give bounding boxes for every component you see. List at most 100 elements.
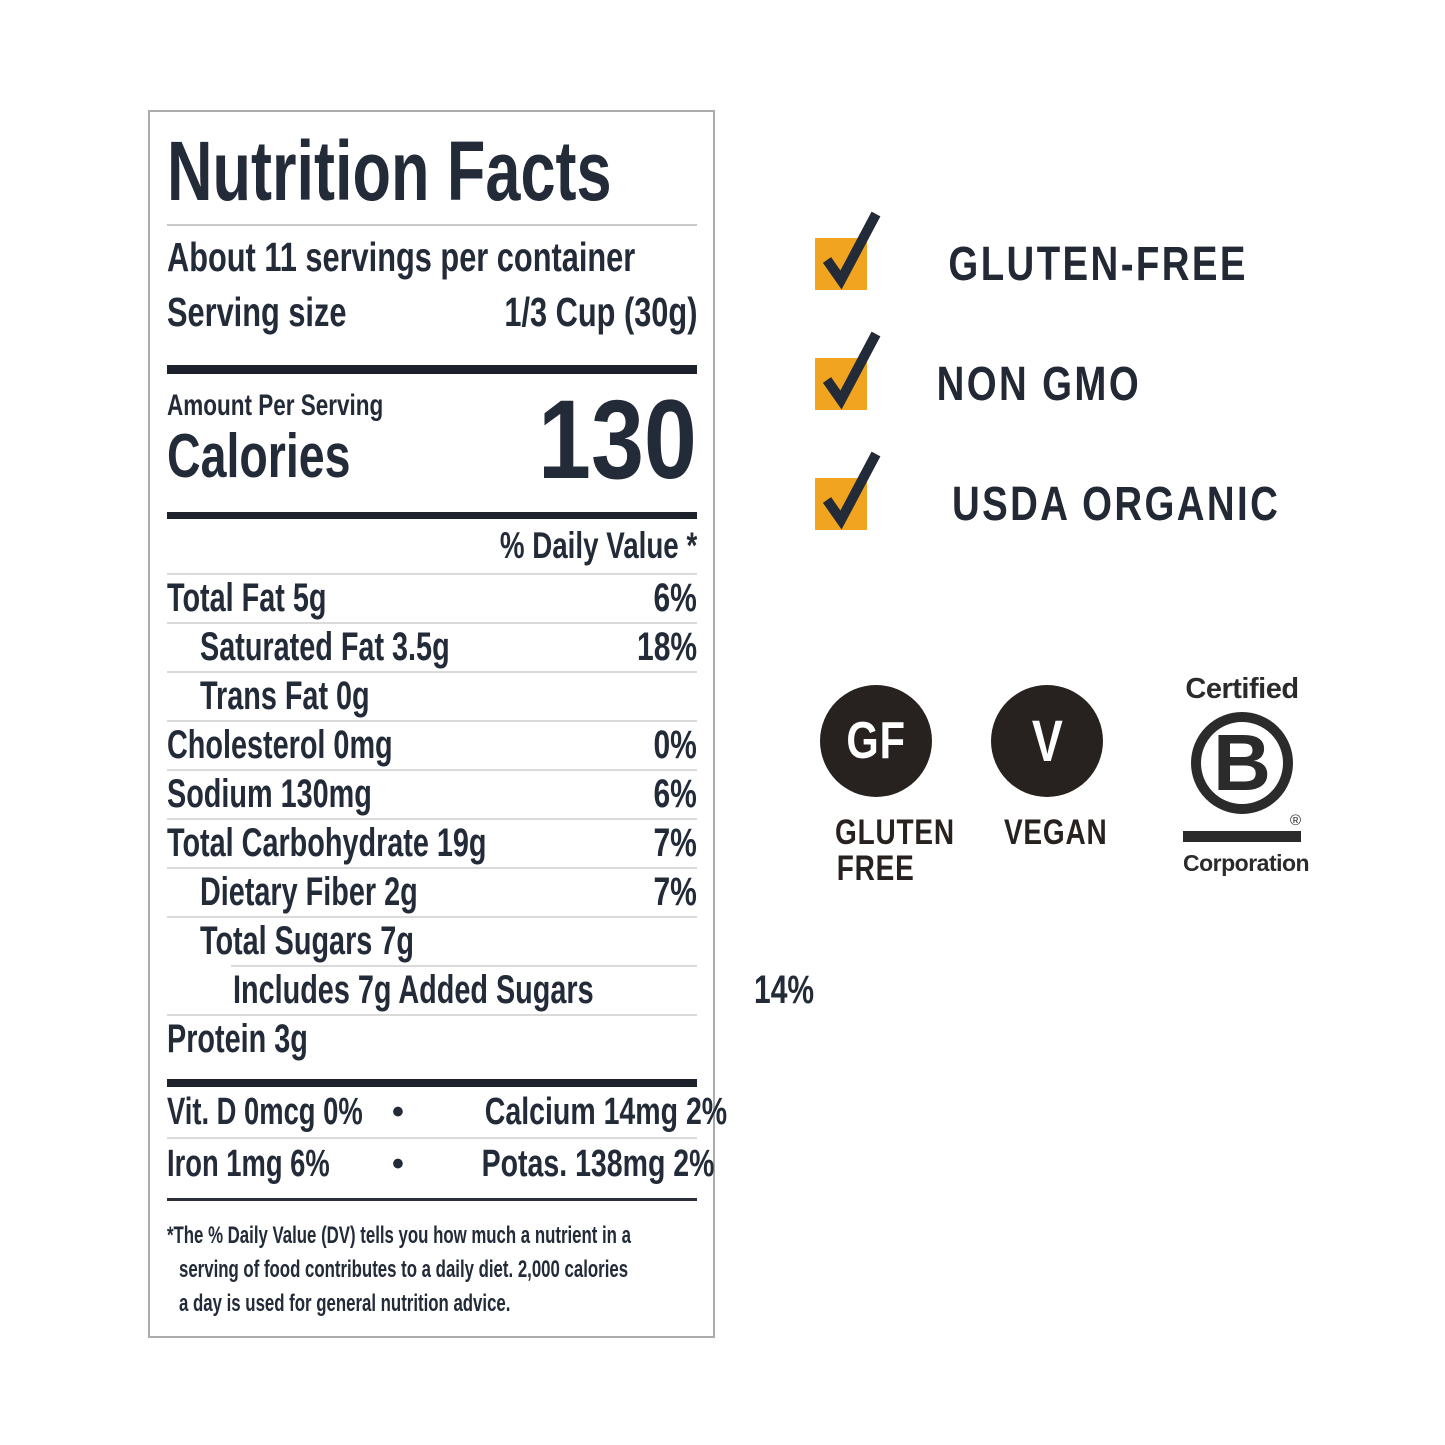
calories-label-text: Calories (167, 422, 351, 491)
caption-line: VEGAN (1003, 813, 1108, 852)
nutrient-row-total-carbohydrate: Total Carbohydrate 19g 7% (167, 820, 697, 867)
claim-usda-organic: USDA ORGANIC (815, 451, 1321, 531)
nutrient-row-added-sugars: Includes 7g Added Sugars 14% (167, 967, 814, 1014)
micro-right: Calcium 14mg 2% (404, 1091, 727, 1134)
nutrient-label: Total Carbohydrate 19g (167, 821, 487, 865)
bcorp-corporation-text: Corporation (1183, 850, 1310, 876)
daily-value-footnote: *The % Daily Value (DV) tells you how mu… (167, 1219, 697, 1321)
nutrient-percent: 6% (653, 772, 697, 816)
separator (167, 867, 697, 869)
micronutrient-row-1: Vit. D 0mcg 0% • Calcium 14mg 2% (167, 1087, 727, 1137)
footnote-line: a day is used for general nutrition advi… (167, 1287, 697, 1321)
nutrient-label: Dietary Fiber 2g (200, 870, 418, 914)
separator (167, 818, 697, 820)
serving-size-row: Serving size 1/3 Cup (30g) (167, 286, 697, 338)
footnote-text: serving of food contributes to a daily d… (179, 1256, 629, 1283)
calories-value: 130 (510, 377, 697, 502)
vegan-badge: V VEGAN (991, 685, 1107, 851)
nutrient-row-sodium: Sodium 130mg 6% (167, 771, 697, 818)
footnote-text: a day is used for general nutrition advi… (179, 1290, 511, 1317)
divider-under-calories (167, 512, 697, 519)
daily-value-header: % Daily Value * (167, 519, 697, 573)
nutrient-row-protein: Protein 3g (167, 1016, 697, 1063)
separator (167, 1014, 697, 1016)
nutrient-label: Total Fat 5g (167, 576, 327, 620)
footnote-line: *The % Daily Value (DV) tells you how mu… (167, 1219, 697, 1253)
gluten-free-circle-icon: GF (820, 685, 932, 797)
bcorp-b-letter: B (1213, 718, 1271, 807)
vegan-caption: VEGAN (991, 815, 1107, 851)
nutrient-row-dietary-fiber: Dietary Fiber 2g 7% (167, 869, 697, 916)
nutrient-row-saturated-fat: Saturated Fat 3.5g 18% (167, 624, 697, 671)
daily-value-header-text: % Daily Value * (499, 525, 697, 566)
separator (167, 1137, 697, 1139)
separator (167, 671, 697, 673)
nutrient-percent: 7% (653, 821, 697, 865)
footnote-text: *The % Daily Value (DV) tells you how mu… (167, 1222, 631, 1249)
nutrient-label: Cholesterol 0mg (167, 723, 393, 767)
thick-divider-bottom (167, 1079, 697, 1087)
checked-checkbox (815, 331, 881, 410)
micro-right: Potas. 138mg 2% (404, 1143, 715, 1186)
nutrient-label: Total Sugars 7g (200, 919, 414, 963)
certified-b-corporation-logo: Certified B ® Corporation (1183, 673, 1310, 877)
bcorp-underline-bar (1183, 831, 1301, 842)
claim-gluten-free: GLUTEN-FREE (815, 211, 1285, 292)
checked-checkbox (815, 211, 881, 290)
micro-left: Iron 1mg 6% (167, 1143, 392, 1186)
nutrient-percent: 0% (653, 723, 697, 767)
gluten-free-caption: GLUTEN FREE (820, 815, 954, 888)
separator (167, 622, 697, 624)
claim-label-text: NON GMO (936, 357, 1142, 411)
registered-trademark-icon: ® (1289, 812, 1301, 829)
serving-size-label: Serving size (167, 289, 347, 335)
micro-right-text: Calcium 14mg 2% (484, 1090, 728, 1133)
nutrition-facts-panel: Nutrition Facts About 11 servings per co… (148, 110, 814, 1338)
claim-label: GLUTEN-FREE (911, 237, 1285, 292)
nutrient-row-total-fat: Total Fat 5g 6% (167, 575, 697, 622)
panel-title-text: Nutrition Facts (167, 124, 612, 218)
separator (167, 916, 697, 918)
claim-label-text: USDA ORGANIC (952, 477, 1281, 531)
nutrient-row-trans-fat: Trans Fat 0g (167, 673, 697, 720)
amount-per-serving-text: Amount Per Serving (167, 389, 384, 422)
serving-size-value: 1/3 Cup (30g) (503, 289, 697, 335)
thick-divider-top (167, 365, 697, 374)
nutrient-label: Includes 7g Added Sugars (233, 968, 594, 1012)
nutrient-percent: 7% (653, 870, 697, 914)
nutrient-label: Sodium 130mg (167, 772, 372, 816)
micro-left-text: Vit. D 0mcg 0% (167, 1090, 363, 1133)
separator (167, 720, 697, 722)
bcorp-certified-text: Certified (1185, 673, 1299, 705)
caption-line: GLUTEN (834, 813, 955, 852)
nutrient-percent: 14% (753, 968, 814, 1012)
checked-checkbox (815, 451, 881, 530)
bullet-icon: • (392, 1092, 404, 1131)
calories-label: Calories (167, 424, 455, 490)
gluten-free-badge: GF GLUTEN FREE (820, 685, 954, 888)
micronutrient-row-2: Iron 1mg 6% • Potas. 138mg 2% (167, 1139, 714, 1189)
panel-title: Nutrition Facts (167, 124, 697, 218)
nutrient-label: Saturated Fat 3.5g (200, 625, 450, 669)
caption-line: FREE (837, 849, 915, 888)
calories-left: Amount Per Serving Calories (167, 388, 455, 492)
footnote-line: serving of food contributes to a daily d… (167, 1253, 697, 1287)
claim-label: NON GMO (911, 357, 1167, 412)
calories-value-text: 130 (538, 377, 697, 502)
servings-per-container: About 11 servings per container (167, 229, 697, 286)
nutrient-label: Trans Fat 0g (200, 674, 370, 718)
nutrient-percent: 18% (636, 625, 697, 669)
separator-dark (167, 1198, 697, 1201)
claim-non-gmo: NON GMO (815, 331, 1167, 412)
checkmark-icon (822, 211, 881, 290)
bullet-icon: • (392, 1144, 404, 1183)
micro-left: Vit. D 0mcg 0% (167, 1091, 392, 1134)
checkmark-icon (822, 331, 881, 410)
servings-text: About 11 servings per container (167, 234, 636, 280)
title-separator (167, 224, 697, 226)
bcorp-b-circle-icon: B (1191, 712, 1293, 814)
claim-label-text: GLUTEN-FREE (948, 237, 1248, 291)
calories-block: Amount Per Serving Calories 130 (167, 377, 697, 502)
separator (167, 573, 697, 575)
vegan-circle-text: V (1031, 708, 1063, 774)
